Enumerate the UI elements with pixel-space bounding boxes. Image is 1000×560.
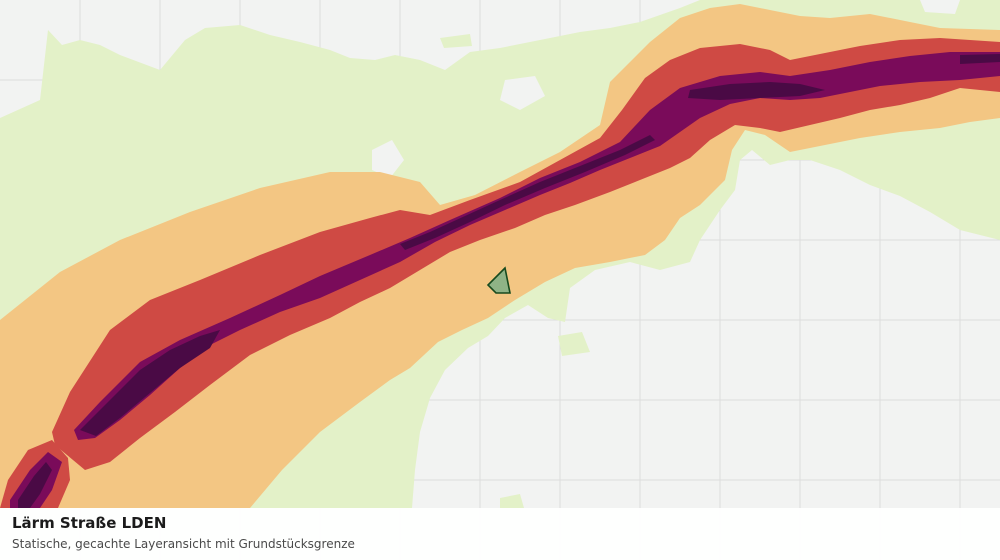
layer-title: Lärm Straße LDEN [12,514,167,532]
noise-band-highest [18,54,1000,508]
noise-band-low [0,4,1000,508]
parcel-boundary[interactable] [486,266,511,294]
layer-caption: Lärm Straße LDEN Statische, gecachte Lay… [0,508,1000,560]
layer-subtitle: Statische, gecachte Layeransicht mit Gru… [12,537,355,551]
